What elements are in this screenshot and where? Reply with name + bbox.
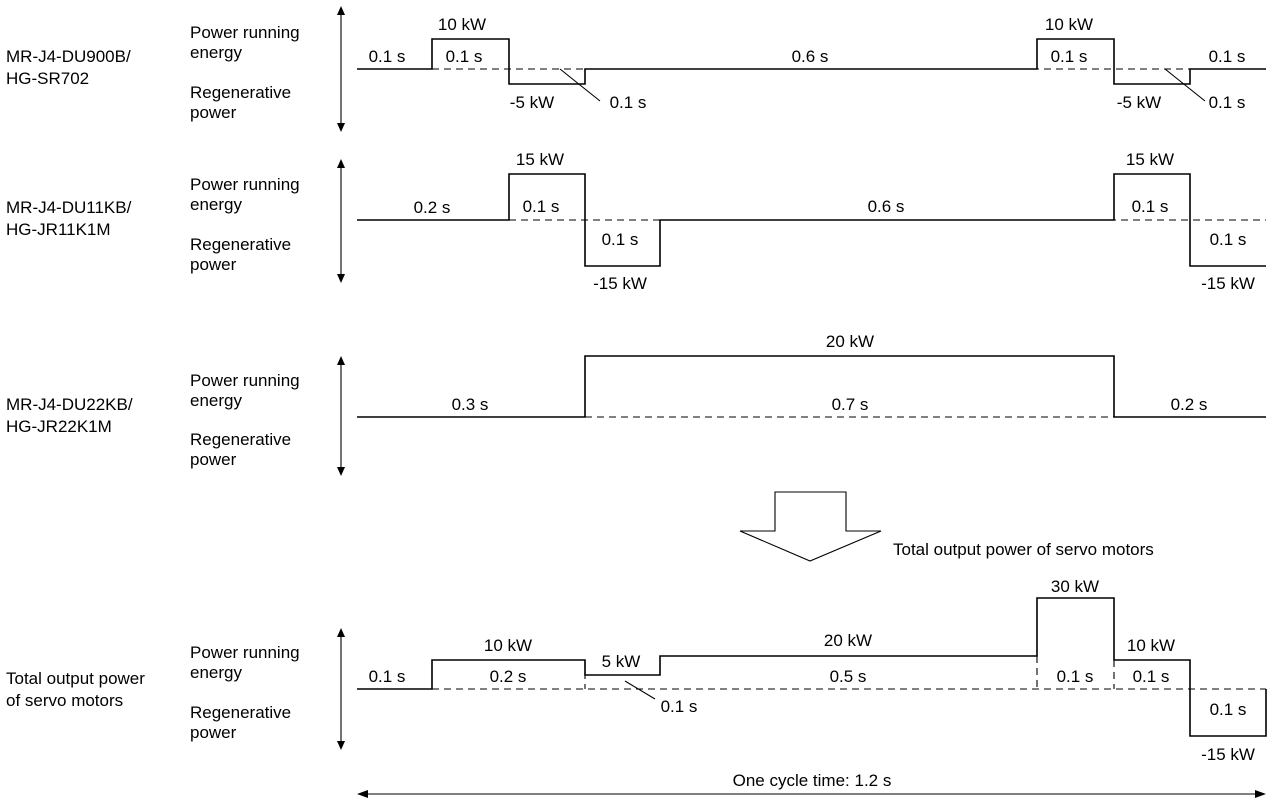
- duration-label: 0.1 s: [1210, 230, 1247, 249]
- duration-label: 0.7 s: [832, 395, 869, 414]
- regenerative-label-line2: power: [190, 103, 237, 122]
- duration-label: 0.2 s: [414, 198, 451, 217]
- row-11kb: MR-J4-DU11KB/ HG-JR11K1M Power running e…: [6, 150, 1266, 293]
- duration-label: 0.6 s: [792, 47, 829, 66]
- duration-label: 0.1 s: [1209, 47, 1246, 66]
- duration-label: 0.1 s: [1133, 667, 1170, 686]
- vertical-axis-arrow: [337, 6, 345, 132]
- unit-label-line1: Total output power: [6, 669, 145, 688]
- duration-label: 0.1 s: [446, 47, 483, 66]
- regenerative-label-line2: power: [190, 255, 237, 274]
- power-running-label-line2: energy: [190, 43, 242, 62]
- power-label: 10 kW: [1127, 636, 1175, 655]
- regenerative-label-line1: Regenerative: [190, 235, 291, 254]
- unit-label-line1: MR-J4-DU22KB/: [6, 395, 133, 414]
- duration-label: 0.5 s: [830, 667, 867, 686]
- summation-arrow: Total output power of servo motors: [739, 491, 1154, 562]
- unit-label-line1: MR-J4-DU11KB/: [6, 198, 132, 217]
- power-waveform: [357, 597, 1267, 737]
- unit-label-line2: HG-JR11K1M: [6, 220, 111, 239]
- duration-label: 0.1 s: [523, 197, 560, 216]
- leader-line: [559, 68, 601, 102]
- duration-label: 0.1 s: [369, 667, 406, 686]
- regenerative-label-line1: Regenerative: [190, 703, 291, 722]
- duration-label: 0.1 s: [369, 47, 406, 66]
- duration-label: 0.3 s: [452, 395, 489, 414]
- leader-line: [1164, 68, 1206, 102]
- power-running-label-line1: Power running: [190, 175, 300, 194]
- row-total: Total output power of servo motors Power…: [6, 577, 1267, 764]
- vertical-axis-arrow: [337, 356, 345, 476]
- summation-label: Total output power of servo motors: [893, 540, 1154, 559]
- power-label: -5 kW: [1117, 93, 1161, 112]
- power-label: -5 kW: [510, 93, 554, 112]
- row-900b: MR-J4-DU900B/ HG-SR702 Power running ene…: [6, 6, 1266, 132]
- unit-label-line2: HG-SR702: [6, 69, 89, 88]
- duration-label: 0.1 s: [1051, 47, 1088, 66]
- duration-label: 0.2 s: [1171, 395, 1208, 414]
- power-waveform: [357, 38, 1266, 85]
- duration-label: 0.1 s: [1132, 197, 1169, 216]
- power-label: 15 kW: [516, 150, 564, 169]
- power-running-label-line1: Power running: [190, 643, 300, 662]
- cycle-time-label: One cycle time: 1.2 s: [733, 771, 892, 790]
- vertical-axis-arrow: [337, 159, 345, 283]
- duration-label: 0.1 s: [1209, 93, 1246, 112]
- duration-label: 0.1 s: [1057, 667, 1094, 686]
- regenerative-label-line1: Regenerative: [190, 83, 291, 102]
- regenerative-label-line2: power: [190, 450, 237, 469]
- power-label: -15 kW: [1201, 274, 1255, 293]
- power-running-label-line2: energy: [190, 663, 242, 682]
- duration-label: 0.1 s: [661, 697, 698, 716]
- power-label: -15 kW: [593, 274, 647, 293]
- unit-label-line1: MR-J4-DU900B/: [6, 47, 131, 66]
- regenerative-label-line2: power: [190, 723, 237, 742]
- power-label: -15 kW: [1201, 745, 1255, 764]
- regenerative-label-line1: Regenerative: [190, 430, 291, 449]
- power-label: 10 kW: [484, 636, 532, 655]
- power-waveform: [357, 173, 1266, 267]
- cycle-time-arrow: One cycle time: 1.2 s: [357, 771, 1266, 798]
- power-running-label-line2: energy: [190, 391, 242, 410]
- power-label: 20 kW: [824, 631, 872, 650]
- unit-label-line2: HG-JR22K1M: [6, 417, 112, 436]
- power-waveform: [357, 355, 1266, 418]
- unit-label-line2: of servo motors: [6, 691, 123, 710]
- power-label: 15 kW: [1126, 150, 1174, 169]
- power-label: 5 kW: [602, 652, 641, 671]
- power-label: 30 kW: [1051, 577, 1099, 596]
- power-running-label-line1: Power running: [190, 23, 300, 42]
- row-22kb: MR-J4-DU22KB/ HG-JR22K1M Power running e…: [6, 332, 1266, 476]
- duration-label: 0.1 s: [1210, 700, 1247, 719]
- duration-label: 0.1 s: [602, 230, 639, 249]
- duration-label: 0.1 s: [610, 93, 647, 112]
- power-running-label-line1: Power running: [190, 371, 300, 390]
- power-label: 10 kW: [438, 15, 486, 34]
- vertical-axis-arrow: [337, 628, 345, 750]
- power-label: 10 kW: [1045, 15, 1093, 34]
- power-label: 20 kW: [826, 332, 874, 351]
- duration-label: 0.6 s: [868, 197, 905, 216]
- power-running-label-line2: energy: [190, 195, 242, 214]
- leader-line: [624, 680, 656, 700]
- duration-label: 0.2 s: [490, 667, 527, 686]
